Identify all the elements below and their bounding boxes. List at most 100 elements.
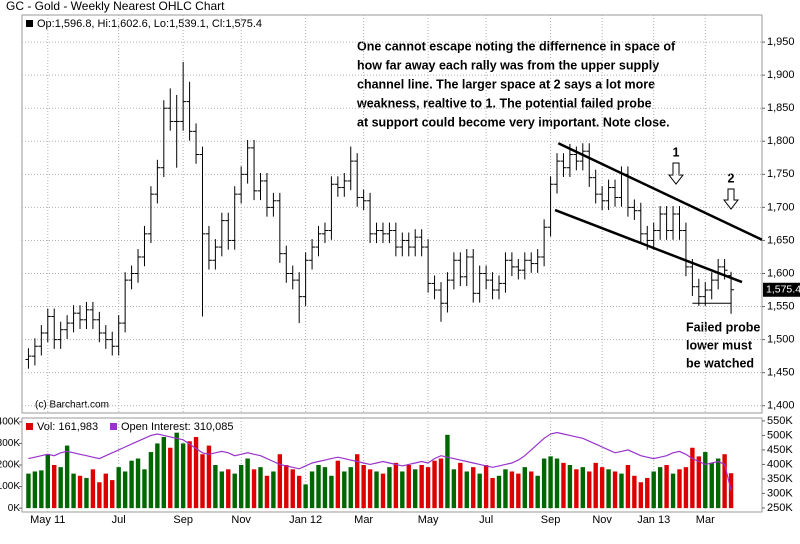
y2-tick-label: 250K bbox=[767, 502, 793, 514]
trendline bbox=[554, 208, 743, 284]
volume-bar bbox=[400, 471, 405, 509]
y-tick-label: 1,800 bbox=[767, 135, 795, 147]
volume-bar bbox=[561, 462, 566, 509]
volume-bar bbox=[245, 458, 250, 509]
arrow bbox=[667, 162, 685, 185]
volume-bar bbox=[722, 454, 727, 509]
volume-bar bbox=[64, 445, 70, 509]
volume-bar bbox=[471, 467, 476, 509]
legend-text: Open Interest: 310,085 bbox=[121, 421, 234, 433]
volume-bar bbox=[690, 447, 695, 509]
volume-bar bbox=[425, 467, 431, 509]
y-tick-label: 300K bbox=[0, 438, 20, 449]
volume-bar bbox=[374, 471, 379, 509]
last-price-box bbox=[763, 282, 800, 297]
annotation-line: weakness, realtive to 1. The potential f… bbox=[356, 96, 652, 110]
volume-bar bbox=[645, 477, 650, 509]
x-tick-label: Mar bbox=[696, 514, 715, 526]
probe-note: Failed probe bbox=[686, 320, 760, 334]
volume-bar bbox=[606, 469, 611, 509]
volume-bar bbox=[509, 471, 515, 509]
volume-bar bbox=[580, 467, 586, 509]
volume-bar bbox=[380, 473, 386, 509]
volume-bar bbox=[496, 475, 502, 509]
volume-bar bbox=[52, 465, 57, 509]
volume-bar bbox=[200, 454, 205, 509]
volume-bar bbox=[58, 467, 63, 509]
volume-bar bbox=[419, 465, 424, 509]
volume-bar bbox=[180, 443, 186, 509]
volume-bar bbox=[587, 471, 592, 509]
y2-tick-label: 450K bbox=[767, 444, 793, 456]
annotation-line: One cannot escape noting the differnence… bbox=[357, 39, 676, 53]
volume-bar bbox=[161, 436, 167, 509]
volume-bar bbox=[77, 475, 83, 509]
volume-bar bbox=[432, 460, 437, 509]
probe-note: lower must bbox=[686, 338, 753, 352]
volume-bar bbox=[516, 473, 521, 509]
volume-bar bbox=[361, 465, 366, 509]
volume-bar bbox=[670, 473, 676, 509]
volume-bar bbox=[483, 465, 489, 509]
volume-bar bbox=[445, 434, 450, 509]
volume-bar bbox=[277, 454, 283, 509]
volume-bar bbox=[135, 458, 141, 509]
volume-bar bbox=[142, 469, 147, 509]
x-tick-label: Sep bbox=[173, 514, 193, 526]
volume-bar bbox=[554, 458, 560, 509]
volume-bar bbox=[413, 469, 418, 509]
y2-tick-label: 550K bbox=[767, 415, 793, 427]
volume-bar bbox=[406, 465, 411, 509]
legend-text: Vol: 161,983 bbox=[37, 421, 98, 433]
volume-bar bbox=[354, 454, 360, 509]
open-interest-line bbox=[28, 431, 732, 491]
volume-bar bbox=[174, 432, 179, 509]
volume-bar bbox=[335, 460, 341, 509]
annotation-line: channel line. The larger space at 2 says… bbox=[357, 77, 655, 91]
volume-bar bbox=[32, 471, 38, 509]
volume-bar bbox=[464, 471, 469, 509]
volume-bar bbox=[451, 469, 457, 509]
x-tick-label: Sep bbox=[541, 514, 561, 526]
y-tick-label: 1,500 bbox=[767, 334, 795, 346]
y2-tick-label: 300K bbox=[767, 487, 793, 499]
legend-swatch bbox=[110, 423, 117, 430]
volume-bar bbox=[322, 467, 328, 509]
volume-bar bbox=[206, 445, 212, 509]
volume-bar bbox=[258, 467, 263, 509]
legend-text: Op:1,596.8, Hi:1,602.6, Lo:1,539.1, Cl:1… bbox=[37, 18, 262, 30]
volume-bar bbox=[657, 467, 663, 509]
y-tick-label: 1,600 bbox=[767, 267, 795, 279]
y2-tick-label: 400K bbox=[767, 458, 793, 470]
y-tick-label: 1,950 bbox=[767, 36, 795, 48]
volume-bar bbox=[567, 465, 573, 509]
volume-bar bbox=[477, 473, 482, 509]
volume-bar bbox=[271, 471, 276, 509]
volume-bar bbox=[232, 473, 237, 509]
volume-bar bbox=[226, 469, 231, 509]
volume-bar bbox=[90, 469, 96, 509]
volume-bar bbox=[683, 467, 689, 509]
y-tick-label: 1,450 bbox=[767, 367, 795, 379]
x-tick-label: Jan 12 bbox=[289, 514, 322, 526]
volume-bar bbox=[367, 469, 373, 509]
volume-bar bbox=[219, 471, 225, 509]
y-tick-label: 1,550 bbox=[767, 300, 795, 312]
volume-bar bbox=[715, 458, 721, 509]
y-tick-label: 0K bbox=[8, 503, 21, 514]
volume-bar bbox=[703, 452, 708, 509]
volume-bar bbox=[238, 465, 244, 509]
y-tick-label: 1,650 bbox=[767, 234, 795, 246]
annotation: One cannot escape noting the differnence… bbox=[356, 39, 676, 129]
volume-bar bbox=[129, 460, 134, 509]
volume-bar bbox=[393, 462, 399, 509]
volume-bar bbox=[97, 482, 102, 509]
volume-bar bbox=[342, 471, 347, 509]
volume-bar bbox=[284, 465, 289, 509]
volume-bar bbox=[696, 456, 702, 509]
volume-bar bbox=[387, 467, 392, 509]
volume-bar bbox=[612, 471, 618, 509]
y-tick-label: 1,850 bbox=[767, 102, 795, 114]
volume-bar bbox=[522, 467, 527, 509]
chart-title: GC - Gold - Weekly Nearest OHLC Chart bbox=[6, 0, 225, 13]
